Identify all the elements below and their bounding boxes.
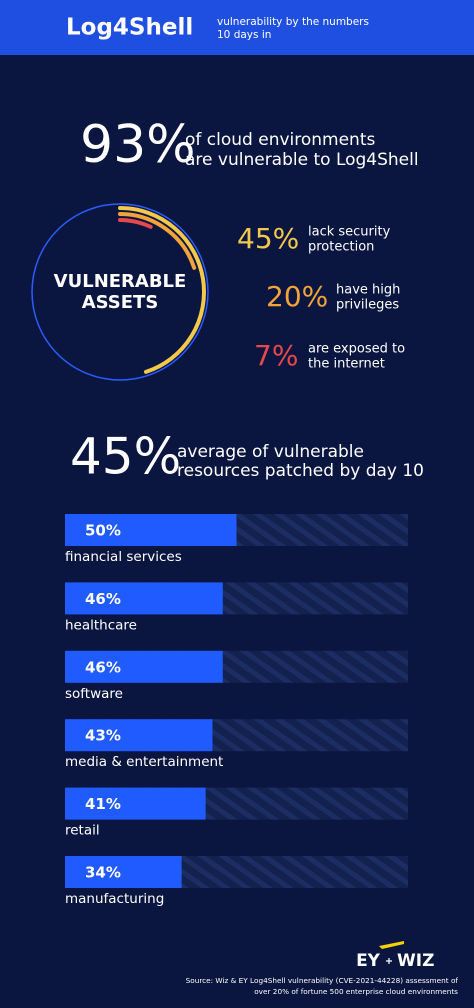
ring-arc — [118, 212, 197, 270]
headline-text: of cloud environments — [185, 130, 375, 150]
bar — [65, 856, 182, 888]
category-label: have high — [336, 283, 400, 298]
category-label: software — [65, 686, 123, 702]
ring-arc — [118, 218, 153, 229]
category-label: lack security — [308, 225, 391, 240]
value-label: 20% — [266, 280, 328, 313]
headline-value: 45% — [70, 428, 181, 486]
category-label: healthcare — [65, 617, 137, 633]
bar — [65, 650, 223, 683]
headline-text: are vulnerable to Log4Shell — [185, 150, 419, 170]
headline-text: resources patched by day 10 — [177, 461, 424, 481]
ring-arc — [118, 206, 206, 374]
source: over 20% of fortune 500 enterprise cloud… — [254, 987, 458, 996]
ey-beam — [379, 941, 404, 949]
category-label: financial services — [65, 549, 182, 565]
bar — [65, 514, 237, 546]
value-label: 41% — [85, 795, 121, 813]
value-label: 7% — [254, 339, 298, 372]
value-label: 45% — [237, 222, 299, 255]
bar — [65, 719, 213, 752]
bar — [65, 787, 206, 820]
plus-sign — [386, 958, 392, 964]
ring-outline — [31, 203, 209, 381]
category-label: manufacturing — [65, 891, 164, 907]
header-subtitle: 10 days in — [217, 29, 271, 41]
value-label: 50% — [85, 522, 121, 540]
headline-text: average of vulnerable — [177, 442, 364, 462]
category-label: privileges — [336, 298, 399, 313]
category-label: protection — [308, 240, 374, 255]
header-bar — [0, 0, 474, 55]
bar — [65, 582, 223, 615]
category-label: media & entertainment — [65, 754, 223, 770]
logo: WIZ — [397, 951, 434, 971]
ring-title: VULNERABLE — [54, 271, 187, 292]
ring-title: ASSETS — [82, 292, 159, 313]
header-subtitle: vulnerability by the numbers — [217, 16, 369, 28]
value-label: 34% — [85, 864, 121, 882]
header-title: Log4Shell — [66, 15, 193, 41]
value-label: 46% — [85, 590, 121, 608]
value-label: 43% — [85, 727, 121, 745]
category-label: retail — [65, 823, 100, 839]
headline-value: 93% — [80, 115, 196, 175]
logo: EY — [356, 951, 381, 971]
category-label: the internet — [308, 357, 385, 372]
category-label: are exposed to — [308, 342, 405, 357]
value-label: 46% — [85, 658, 121, 676]
source: Source: Wiz & EY Log4Shell vulnerability… — [186, 976, 459, 985]
